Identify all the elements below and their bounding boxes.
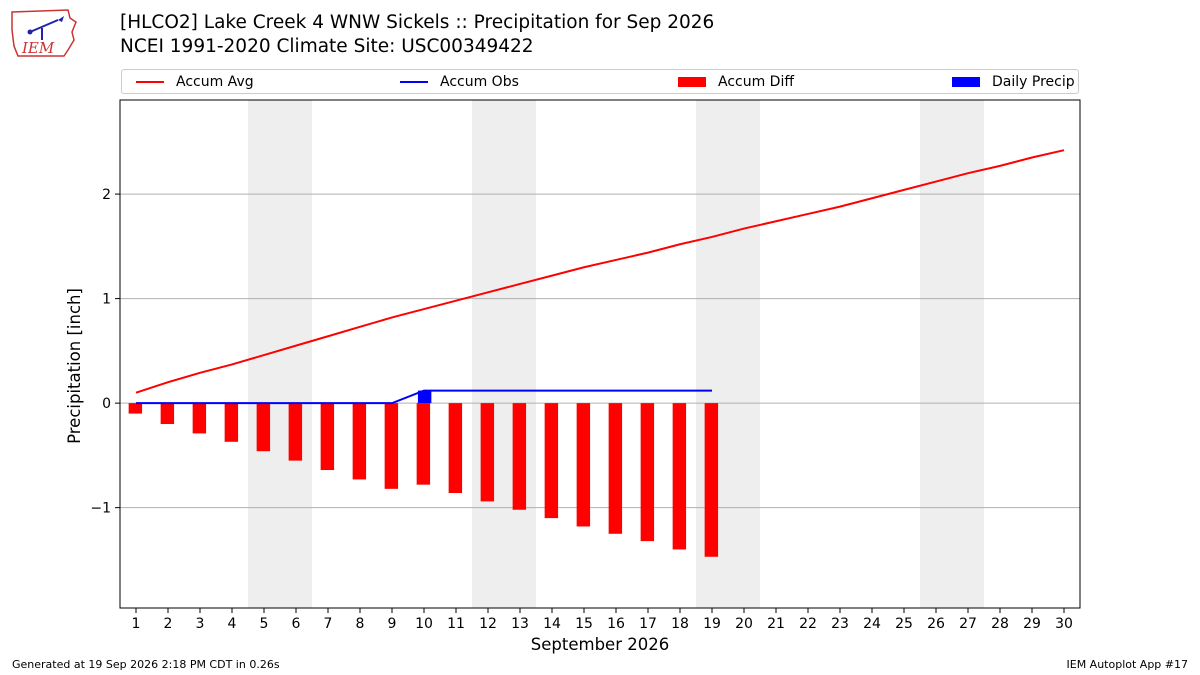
accum-diff-bar <box>640 403 655 542</box>
x-tick-label: 22 <box>799 616 817 632</box>
accum-diff-bar <box>512 403 527 510</box>
y-tick-label: 1 <box>102 292 111 308</box>
accum-diff-bar <box>256 403 271 452</box>
accum-diff-bar <box>608 403 623 534</box>
legend-item-accum-diff: Accum Diff <box>678 70 794 93</box>
x-tick-label: 11 <box>447 616 465 632</box>
x-tick-label: 16 <box>607 616 625 632</box>
accum-diff-bar <box>480 403 495 502</box>
legend-swatch-accum-obs <box>400 80 428 83</box>
x-tick-label: 28 <box>991 616 1009 632</box>
chart-subtitle: NCEI 1991-2020 Climate Site: USC00349422 <box>120 36 534 57</box>
weekend-band-1 <box>472 100 536 608</box>
accum-diff-bar <box>416 403 431 485</box>
plot-frame <box>119 99 1081 609</box>
x-tick-label: 8 <box>356 616 365 632</box>
legend-label-accum-diff: Accum Diff <box>718 73 795 90</box>
iem-logo: IEM <box>8 6 80 60</box>
x-tick-label: 9 <box>388 616 397 632</box>
y-axis-label: Precipitation [inch] <box>65 288 84 444</box>
y-tick-label: −1 <box>90 501 111 517</box>
accum-obs-line <box>136 389 712 405</box>
footer-generated: Generated at 19 Sep 2026 2:18 PM CDT in … <box>12 658 280 671</box>
y-tick-label: 2 <box>102 187 111 203</box>
weekend-band-3 <box>920 100 984 608</box>
legend-item-daily-precip: Daily Precip <box>952 70 1075 93</box>
x-tick-label: 3 <box>196 616 205 632</box>
x-tick-label: 21 <box>767 616 785 632</box>
x-tick-label: 14 <box>543 616 561 632</box>
x-tick-label: 29 <box>1023 616 1041 632</box>
weekend-band-0 <box>248 100 312 608</box>
x-tick-label: 2 <box>164 616 173 632</box>
x-axis-label: September 2026 <box>531 635 669 654</box>
x-tick-label: 17 <box>639 616 657 632</box>
x-tick-label: 1 <box>132 616 141 632</box>
legend: Accum Avg Accum Obs Accum Diff Daily Pre… <box>121 69 1079 94</box>
accum-diff-bar <box>352 403 367 480</box>
accum-diff-bar <box>192 403 207 434</box>
legend-item-accum-avg: Accum Avg <box>136 70 254 93</box>
x-tick-label: 26 <box>927 616 945 632</box>
x-tick-label: 7 <box>324 616 333 632</box>
x-tick-label: 19 <box>703 616 721 632</box>
footer-app: IEM Autoplot App #17 <box>1066 658 1189 671</box>
y-tick-label: 0 <box>102 396 111 412</box>
x-tick-label: 30 <box>1055 616 1073 632</box>
x-tick-label: 10 <box>415 616 433 632</box>
x-tick-label: 25 <box>895 616 913 632</box>
x-tick-label: 24 <box>863 616 881 632</box>
x-tick-label: 13 <box>511 616 529 632</box>
x-tick-label: 23 <box>831 616 849 632</box>
legend-swatch-daily-precip <box>952 76 980 87</box>
accum-diff-bar <box>576 403 591 527</box>
logo-text: IEM <box>21 39 55 57</box>
legend-label-daily-precip: Daily Precip <box>992 73 1075 90</box>
legend-label-accum-avg: Accum Avg <box>176 73 254 90</box>
daily-precip-bar <box>417 390 432 404</box>
x-tick-label: 20 <box>735 616 753 632</box>
accum-diff-bar <box>320 403 335 471</box>
legend-label-accum-obs: Accum Obs <box>440 73 519 90</box>
accum-avg-line <box>135 149 1065 394</box>
accum-diff-bar <box>704 403 719 557</box>
accum-diff-bar <box>224 403 239 442</box>
accum-diff-bar <box>384 403 399 489</box>
legend-item-accum-obs: Accum Obs <box>400 70 519 93</box>
legend-swatch-accum-diff <box>678 76 706 87</box>
x-tick-label: 6 <box>292 616 301 632</box>
accum-diff-bar <box>160 403 175 425</box>
iem-logo-graphic: IEM <box>11 9 77 57</box>
accum-diff-bar <box>448 403 463 494</box>
x-tick-label: 12 <box>479 616 497 632</box>
legend-swatch-accum-avg <box>136 80 164 83</box>
x-tick-label: 27 <box>959 616 977 632</box>
accum-diff-bar <box>288 403 303 461</box>
x-tick-label: 15 <box>575 616 593 632</box>
accum-diff-bar <box>544 403 559 519</box>
x-tick-label: 18 <box>671 616 689 632</box>
x-tick-label: 5 <box>260 616 269 632</box>
x-tick-label: 4 <box>228 616 237 632</box>
accum-diff-bar <box>672 403 687 550</box>
chart-title: [HLCO2] Lake Creek 4 WNW Sickels :: Prec… <box>120 12 715 33</box>
accum-diff-bar <box>128 403 143 414</box>
